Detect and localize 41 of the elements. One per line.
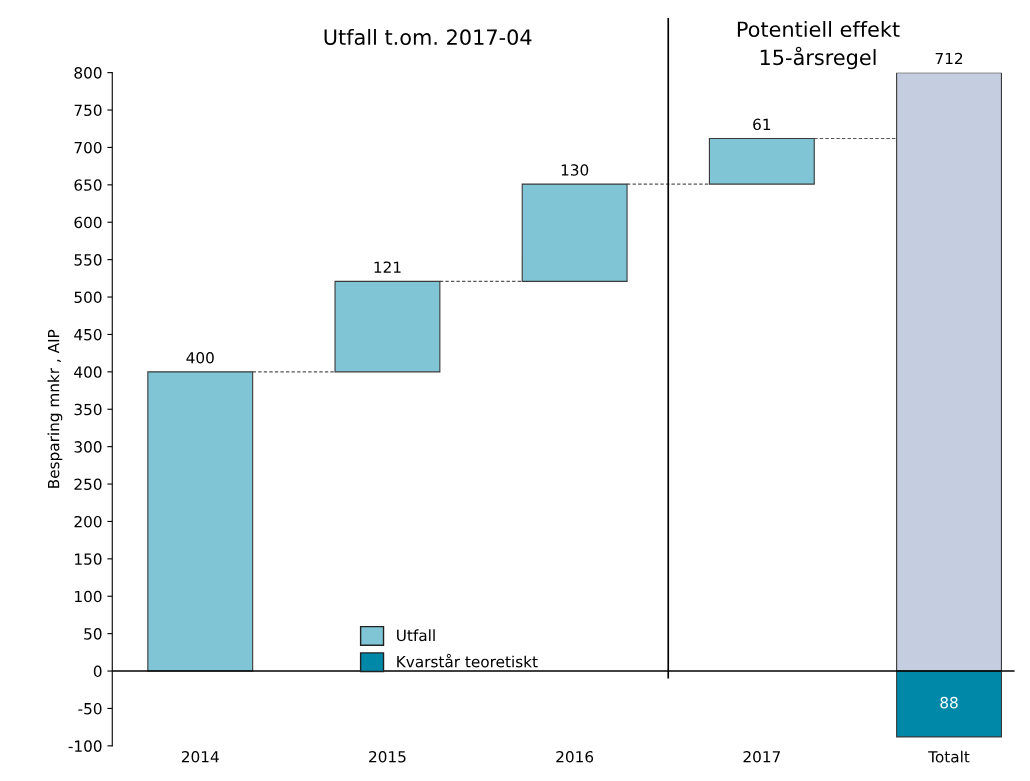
data-label: 121 [374,261,401,273]
y-tick-label: -50 [78,702,102,715]
legend-label: Utfall [397,629,435,642]
bar [896,670,1003,738]
y-tick-label: 650 [74,179,102,191]
x-tick-label: 2016 [556,750,594,763]
y-tick-label: 600 [74,216,102,229]
y-tick-label: 450 [74,328,102,341]
bar [896,72,1003,672]
x-tick-label: 2014 [181,750,219,763]
y-tick-label: 50 [84,628,102,640]
y-tick-label: 350 [74,403,102,416]
y-tick-label: 400 [74,366,102,378]
x-tick-label: 2015 [369,750,406,763]
y-tick-label: 100 [75,590,102,603]
x-tick-label: Totalt [928,750,970,763]
y-tick-label: 0 [93,665,102,678]
x-tick-label: 2017 [743,750,780,763]
y-tick-label: 700 [74,141,102,154]
y-tick-label: -100 [68,740,102,752]
bar [708,137,815,185]
y-axis-title: Besparing mnkr , AIP [47,329,63,488]
bar [147,371,254,672]
text: Utfall t.om. 2017-04 [324,28,532,46]
y-tick-label: 150 [75,553,102,565]
data-label: 400 [186,351,214,364]
y-tick-label: 500 [74,291,102,304]
annotation: 88 [940,696,958,709]
data-label: 61 [753,118,771,131]
legend-label: Kvarstår teoretiskt [397,653,538,668]
bar [521,183,628,282]
y-tick-label: 300 [74,441,102,453]
y-tick-label: 800 [74,67,102,79]
data-label: 130 [561,164,589,176]
text: Potentiell effekt 15-årsregel [737,20,900,70]
y-tick-label: 200 [74,515,102,528]
annotation: 712 [935,52,963,65]
y-tick-label: 750 [74,104,102,117]
bar [334,280,441,373]
y-tick-label: 250 [74,478,102,491]
y-tick-label: 550 [74,254,102,266]
